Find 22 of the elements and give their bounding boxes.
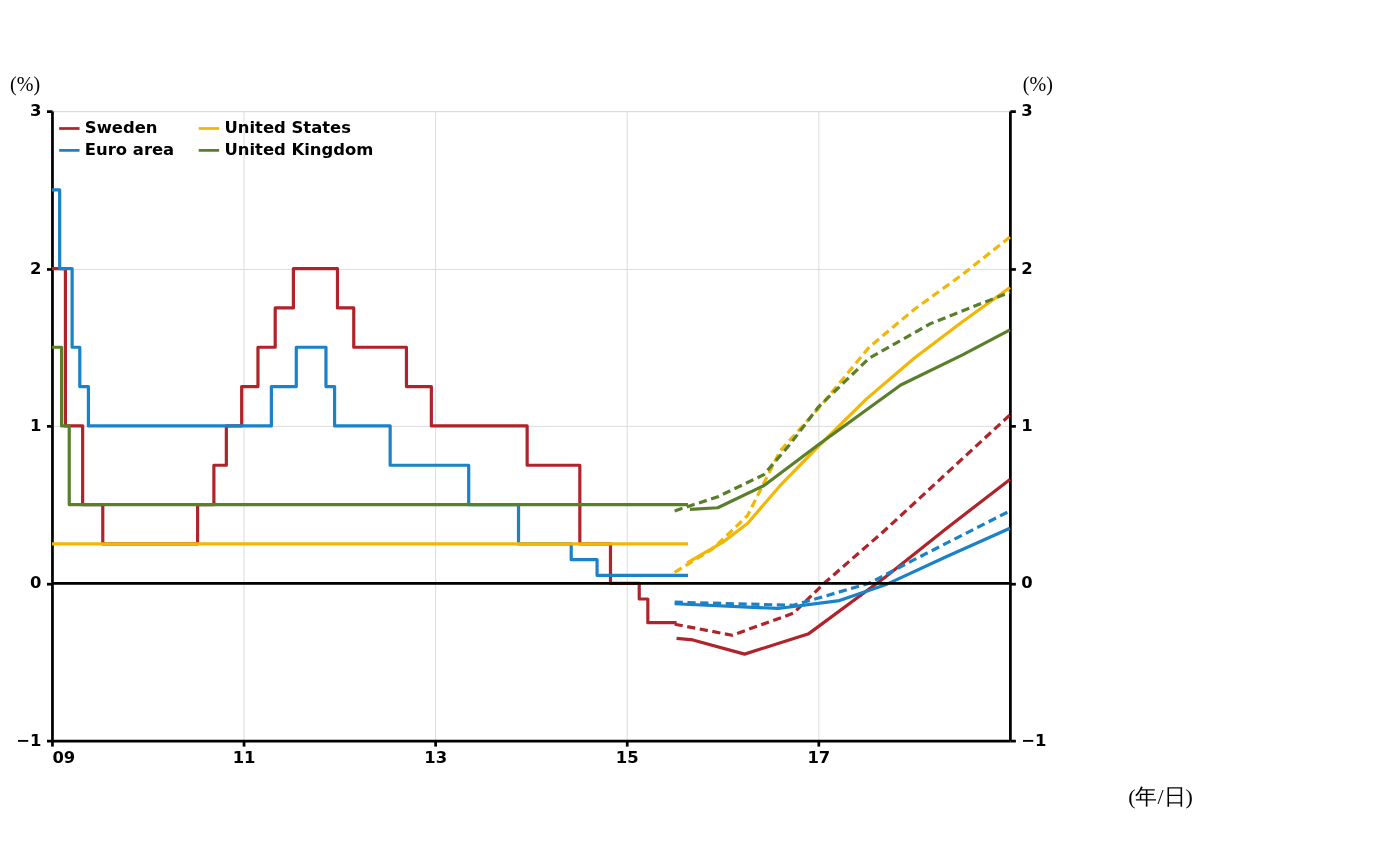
- y2-tick-label: −1: [1021, 730, 1047, 750]
- y2-axis-title: (%): [1022, 72, 1053, 96]
- y-axis-title: (%): [10, 72, 41, 96]
- y-tick-label: −1: [16, 730, 42, 750]
- y2-tick-label: 2: [1021, 258, 1033, 278]
- y-tick-label: 3: [30, 101, 42, 121]
- legend-label: Euro area: [84, 139, 175, 159]
- y-tick-label: 0: [30, 573, 42, 593]
- y2-tick-label: 1: [1021, 415, 1033, 435]
- legend-label: United Kingdom: [224, 139, 374, 159]
- x-tick-label: 13: [424, 748, 448, 768]
- legend-label: United States: [224, 118, 351, 138]
- x-tick-label: 09: [52, 748, 76, 768]
- legend-label: Sweden: [84, 118, 158, 138]
- x-tick-label: 11: [232, 748, 256, 768]
- y-tick-label: 2: [30, 258, 42, 278]
- y2-tick-label: 0: [1021, 573, 1033, 593]
- y2-tick-label: 3: [1021, 101, 1033, 121]
- x-tick-label: 17: [807, 748, 831, 768]
- y-tick-label: 1: [30, 415, 42, 435]
- x-axis-title: (年/日): [1128, 784, 1193, 810]
- x-tick-label: 15: [615, 748, 639, 768]
